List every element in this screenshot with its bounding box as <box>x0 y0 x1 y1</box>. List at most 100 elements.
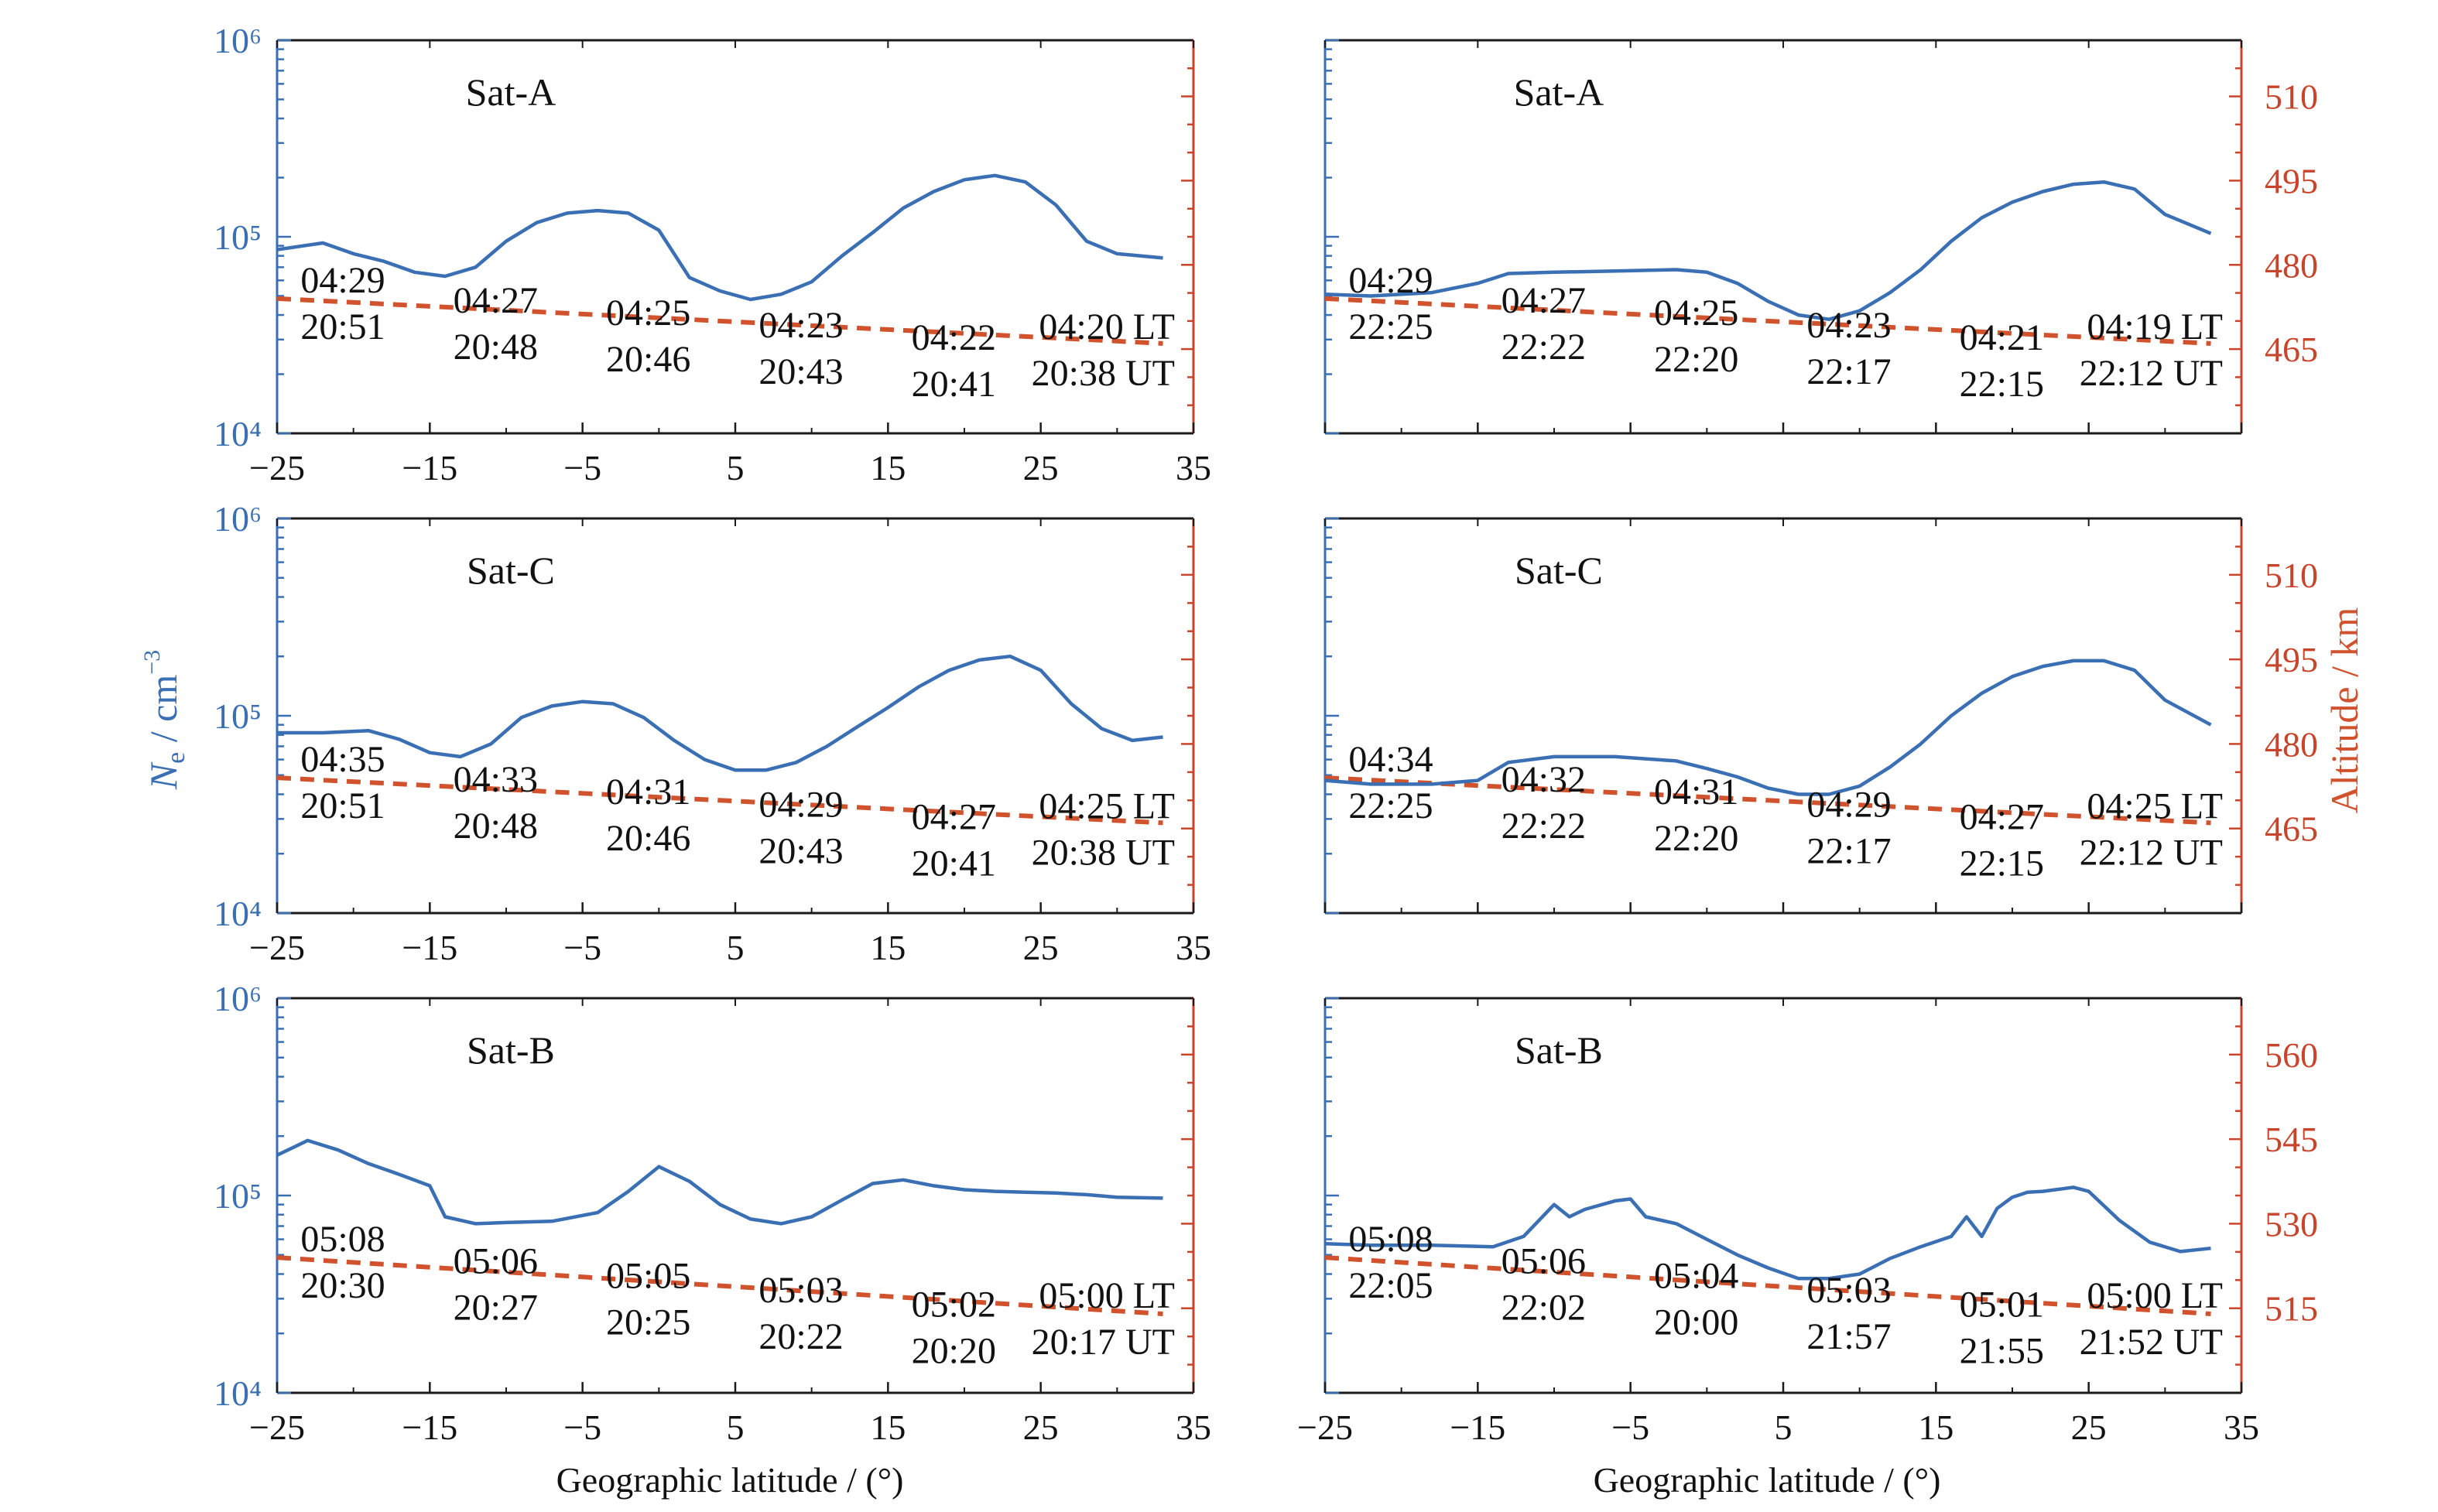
lt-label: 05:03 <box>1806 1270 1891 1311</box>
x-tick-label: 15 <box>870 448 906 487</box>
alt-tick-label: 480 <box>2265 724 2318 764</box>
y-axis-label-left-sub: e <box>162 752 190 764</box>
y-tick-label: 10⁵ <box>214 217 262 257</box>
x-axis-label-right: Geographic latitude / (°) <box>1594 1460 1941 1500</box>
ut-label: 20:38 UT <box>1032 832 1175 873</box>
ut-label: 20:00 <box>1654 1302 1738 1343</box>
x-tick-label: −5 <box>563 928 601 967</box>
ut-label: 21:52 UT <box>2080 1322 2223 1363</box>
altitude-line <box>276 296 1163 346</box>
density-line <box>1324 1185 2211 1281</box>
altitude-line <box>1324 1255 2211 1316</box>
panel-title: Sat-C <box>1515 549 1603 592</box>
ut-label: 20:20 <box>912 1330 996 1371</box>
ut-label: 22:15 <box>1960 364 2044 405</box>
ut-label: 22:25 <box>1348 306 1433 347</box>
x-tick-label: 35 <box>2224 1408 2259 1447</box>
lt-label: 05:01 <box>1960 1284 2044 1325</box>
x-tick-label: −15 <box>402 1408 457 1447</box>
lt-label: 04:32 <box>1501 759 1586 800</box>
x-tick-label: −15 <box>402 928 457 967</box>
y-tick-label: 10⁴ <box>214 1373 262 1413</box>
lt-label: 05:04 <box>1654 1255 1738 1296</box>
y-tick-label: 10⁴ <box>214 894 262 933</box>
ut-label: 22:17 <box>1806 351 1891 392</box>
lt-label: 04:23 <box>758 305 843 346</box>
x-tick-label: 5 <box>1775 1408 1793 1447</box>
lt-label: 04:29 <box>1348 260 1433 301</box>
ut-label: 22:12 UT <box>2080 353 2223 394</box>
ut-label: 20:43 <box>758 351 843 392</box>
ut-label: 22:22 <box>1501 806 1586 847</box>
panel-title: Sat-A <box>1514 70 1604 114</box>
lt-label: 04:21 <box>1960 317 2044 358</box>
panel-bottom-left: 10⁴ 10⁵ 10⁶ −25 −15 −5 5 15 25 35 Sat-B 05:08 20:30 0… <box>214 979 1211 1447</box>
alt-tick-label: 465 <box>2265 809 2318 849</box>
x-tick-label: 5 <box>727 448 745 487</box>
panel-title: Sat-A <box>466 70 556 114</box>
panel-top-left: 10⁴ 10⁵ 10⁶ −25 −15 −5 5 15 25 35 Sat-A 04:29 20:51 0… <box>214 21 1211 487</box>
x-tick-label: 25 <box>1023 1408 1059 1447</box>
lt-label: 05:06 <box>1501 1241 1586 1282</box>
y-tick-label: 10⁴ <box>214 414 262 453</box>
lt-label: 04:25 LT <box>2087 785 2223 826</box>
lt-label: 04:34 <box>1348 739 1433 780</box>
ut-label: 20:43 <box>758 830 843 871</box>
panel-title: Sat-B <box>1515 1028 1603 1072</box>
ut-label: 21:55 <box>1960 1330 2044 1371</box>
y-axis-label-left-main: N <box>142 761 185 790</box>
x-tick-label: −15 <box>1450 1408 1505 1447</box>
ut-label: 20:46 <box>606 339 690 380</box>
ut-label: 20:25 <box>606 1302 690 1343</box>
ut-label: 22:02 <box>1501 1288 1586 1329</box>
lt-label: 04:27 <box>454 280 538 321</box>
x-tick-label: 5 <box>727 1408 745 1447</box>
x-tick-label: 15 <box>1918 1408 1953 1447</box>
ut-label: 20:51 <box>300 785 385 826</box>
lt-label: 04:31 <box>1654 771 1738 812</box>
ut-label: 20:27 <box>454 1288 538 1329</box>
lt-label: 04:29 <box>300 260 385 301</box>
altitude-line <box>1324 775 2211 826</box>
x-tick-label: 5 <box>727 928 745 967</box>
lt-label: 05:08 <box>300 1219 385 1260</box>
altitude-line <box>276 1255 1163 1316</box>
x-tick-label: −25 <box>249 928 305 967</box>
alt-tick-label: 495 <box>2265 640 2318 679</box>
x-tick-label: 35 <box>1176 448 1211 487</box>
lt-label: 04:23 <box>1806 305 1891 346</box>
alt-tick-label: 495 <box>2265 161 2318 200</box>
lt-label: 04:33 <box>454 759 538 800</box>
ut-label: 20:48 <box>454 806 538 847</box>
x-tick-label: 25 <box>2071 1408 2107 1447</box>
panel-top-right: 465 480 495 510 Sat-A 04:29 22:25 04:27 22:22 04:… <box>1323 39 2318 435</box>
y-tick-label: 10⁶ <box>214 499 262 539</box>
y-axis-label-left-unit: / cm <box>142 675 185 752</box>
alt-tick-label: 480 <box>2265 245 2318 285</box>
x-tick-label: 25 <box>1023 928 1059 967</box>
ut-label: 20:41 <box>912 843 996 884</box>
x-tick-label: 15 <box>870 928 906 967</box>
lt-label: 04:27 <box>912 796 996 837</box>
density-line <box>1324 180 2212 321</box>
x-tick-label: 35 <box>1176 928 1211 967</box>
x-tick-label: −5 <box>563 448 601 487</box>
alt-tick-label: 510 <box>2265 556 2318 595</box>
density-line <box>276 173 1163 302</box>
ut-label: 22:22 <box>1501 327 1586 368</box>
x-tick-label: 35 <box>1176 1408 1211 1447</box>
density-line <box>1324 659 2212 796</box>
density-line <box>277 654 1163 772</box>
x-tick-label: −5 <box>563 1408 601 1447</box>
x-axis-label-left: Geographic latitude / (°) <box>556 1460 904 1500</box>
lt-label: 04:22 <box>912 317 996 358</box>
lt-label: 05:08 <box>1348 1219 1433 1260</box>
alt-tick-label: 510 <box>2265 77 2318 117</box>
lt-label: 05:00 LT <box>1039 1275 1175 1316</box>
ut-label: 20:30 <box>300 1265 385 1306</box>
ut-label: 21:57 <box>1806 1316 1891 1357</box>
alt-tick-label: 465 <box>2265 330 2318 369</box>
x-tick-label: −25 <box>249 448 305 487</box>
